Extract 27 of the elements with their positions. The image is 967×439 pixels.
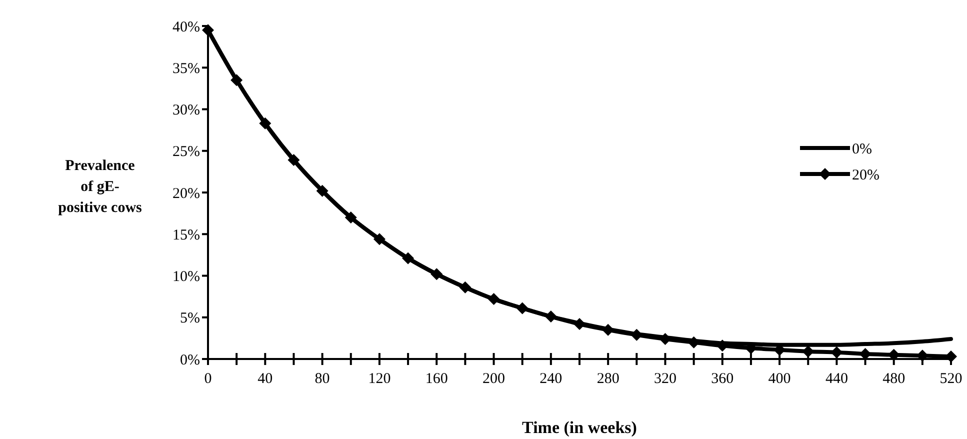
x-tick-label: 320 xyxy=(654,371,676,387)
y-axis-title: Prevalence of gE- positive cows xyxy=(58,158,142,216)
y-tick-label: 25% xyxy=(172,144,200,160)
x-tick-label: 40 xyxy=(258,371,273,387)
x-tick-label: 120 xyxy=(368,371,391,387)
x-tick-label: 400 xyxy=(768,371,791,387)
y-tick-label: 30% xyxy=(172,102,200,118)
legend-label: 20% xyxy=(852,167,880,184)
x-tick-label: 160 xyxy=(425,371,448,387)
x-tick-label: 480 xyxy=(882,371,906,387)
x-tick-label: 200 xyxy=(482,371,506,387)
y-tick-label: 20% xyxy=(172,186,200,202)
y-tick-label: 15% xyxy=(172,227,200,244)
legend-label: 0% xyxy=(852,141,872,158)
x-tick-label: 520 xyxy=(940,371,962,387)
x-tick-label: 360 xyxy=(711,371,734,387)
y-tick-label: 35% xyxy=(172,60,200,77)
x-axis-title: Time (in weeks) xyxy=(522,418,637,437)
y-tick-label: 40% xyxy=(172,19,200,36)
y-tick-label: 0% xyxy=(180,352,200,368)
y-tick-label: 10% xyxy=(172,269,200,285)
x-tick-label: 240 xyxy=(540,371,562,387)
x-tick-label: 440 xyxy=(825,371,848,387)
x-tick-label: 80 xyxy=(314,371,330,387)
x-tick-label: 280 xyxy=(596,371,620,387)
x-tick-label: 0 xyxy=(204,371,212,387)
y-tick-label: 5% xyxy=(180,310,200,327)
